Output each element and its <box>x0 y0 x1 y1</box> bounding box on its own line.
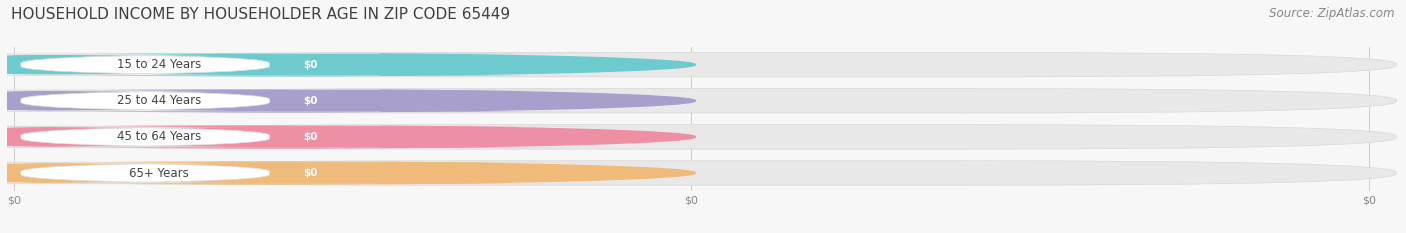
FancyBboxPatch shape <box>0 126 380 148</box>
Text: 25 to 44 Years: 25 to 44 Years <box>117 94 201 107</box>
FancyBboxPatch shape <box>0 90 380 112</box>
FancyBboxPatch shape <box>17 54 605 75</box>
Circle shape <box>0 126 696 148</box>
Text: 15 to 24 Years: 15 to 24 Years <box>117 58 201 71</box>
Text: 65+ Years: 65+ Years <box>129 167 188 179</box>
FancyBboxPatch shape <box>17 90 605 112</box>
FancyBboxPatch shape <box>17 126 605 148</box>
Text: $0: $0 <box>304 60 318 70</box>
Text: 45 to 64 Years: 45 to 64 Years <box>117 130 201 143</box>
Text: Source: ZipAtlas.com: Source: ZipAtlas.com <box>1270 7 1395 20</box>
Circle shape <box>0 90 696 112</box>
FancyBboxPatch shape <box>17 162 605 184</box>
Circle shape <box>0 162 696 184</box>
Circle shape <box>0 54 696 76</box>
FancyBboxPatch shape <box>14 161 1396 185</box>
Text: $0: $0 <box>304 168 318 178</box>
FancyBboxPatch shape <box>14 125 1396 149</box>
FancyBboxPatch shape <box>14 52 1396 77</box>
FancyBboxPatch shape <box>0 54 380 75</box>
Text: $0: $0 <box>304 132 318 142</box>
FancyBboxPatch shape <box>14 89 1396 113</box>
FancyBboxPatch shape <box>0 162 380 184</box>
Text: $0: $0 <box>304 96 318 106</box>
Text: HOUSEHOLD INCOME BY HOUSEHOLDER AGE IN ZIP CODE 65449: HOUSEHOLD INCOME BY HOUSEHOLDER AGE IN Z… <box>11 7 510 22</box>
